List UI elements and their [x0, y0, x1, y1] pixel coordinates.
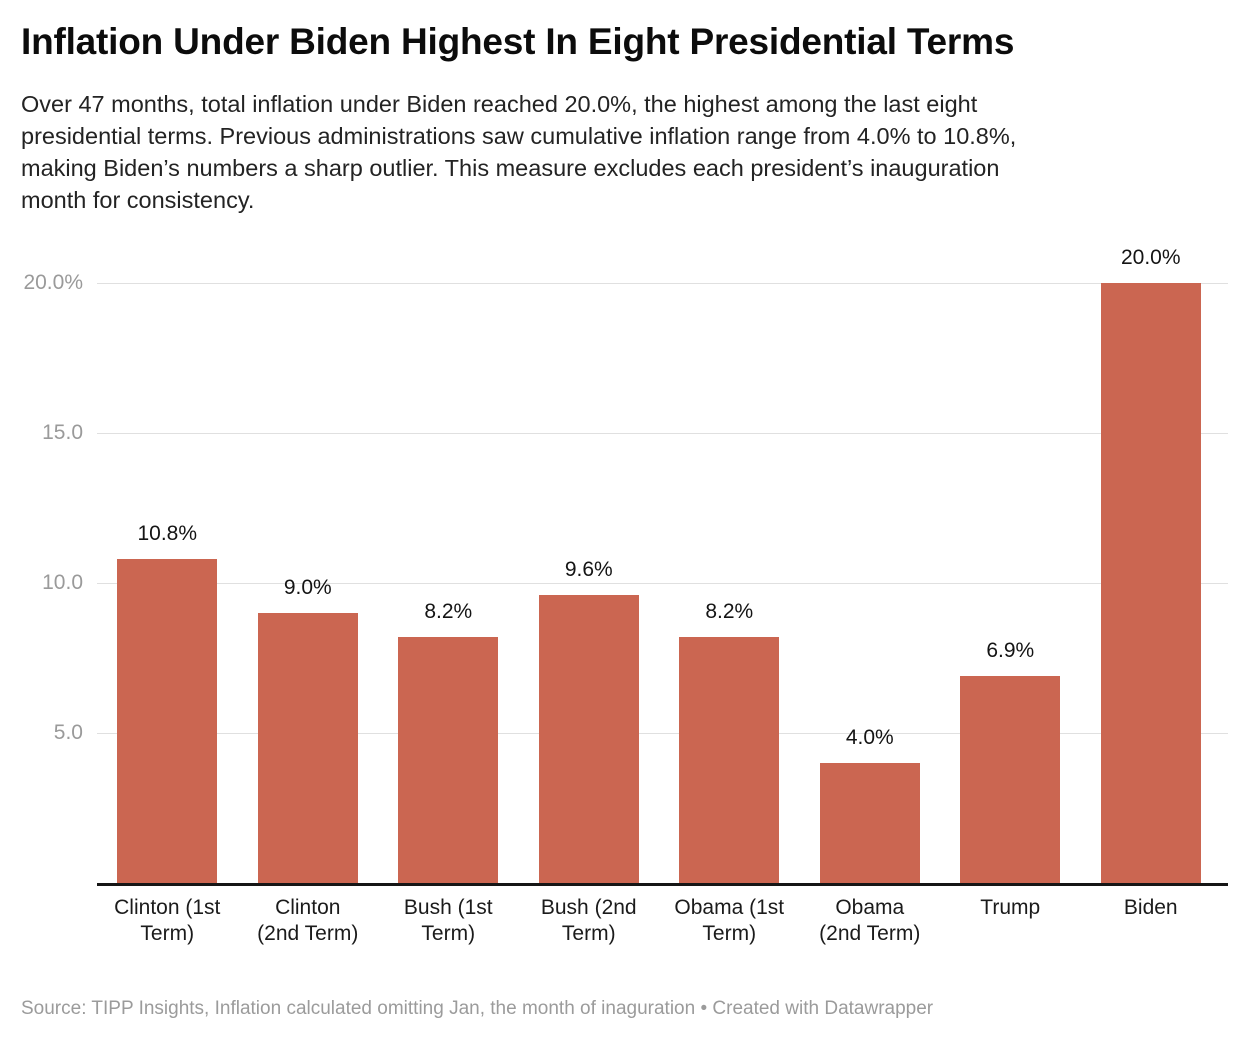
value-label: 9.0%	[283, 576, 332, 599]
value-label: 9.6%	[564, 558, 613, 581]
x-axis-label-line: (2nd Term)	[257, 922, 359, 945]
x-axis-label-line: Clinton	[275, 896, 341, 919]
x-axis-label-line: Clinton (1st	[114, 896, 221, 919]
bar: 6.9%	[960, 639, 1061, 883]
x-axis-label-line: Term)	[140, 922, 195, 945]
bar: 9.6%	[538, 558, 639, 883]
y-tick-label: 5.0	[53, 721, 83, 744]
plot-area: 10.8% 9.0% 8.2% 9.6% 8.2% 4.0% 6.9% 20.0% 5.0 10…	[23, 246, 1228, 883]
chart-description-line: presidential terms. Previous administrat…	[21, 123, 1017, 149]
x-axis-label-line: Trump	[980, 896, 1041, 919]
value-label: 10.8%	[137, 522, 198, 545]
x-axis-label: Bush (2nd Term)	[519, 895, 660, 947]
x-axis-label-line: Term)	[561, 922, 616, 945]
x-axis-label: Obama (1st Term)	[659, 895, 800, 947]
bar-slot: 8.2%	[378, 283, 519, 883]
x-axis-label: Bush (1st Term)	[378, 895, 519, 947]
gridline	[97, 433, 1228, 434]
chart-description-line: Over 47 months, total inflation under Bi…	[21, 91, 978, 117]
bar: 20.0%	[1100, 246, 1201, 883]
bar: 4.0%	[819, 726, 920, 883]
gridline	[97, 583, 1228, 584]
bar-slot: 6.9%	[940, 283, 1081, 883]
bar: 8.2%	[398, 600, 499, 883]
bars-container: 10.8% 9.0% 8.2% 9.6% 8.2% 4.0% 6.9% 20.0%	[97, 246, 1222, 883]
bar-slot: 4.0%	[800, 283, 941, 883]
gridline	[97, 283, 1228, 284]
x-axis-label-line: Obama	[835, 896, 905, 919]
bar-slot: 9.0%	[238, 283, 379, 883]
bar-slot: 20.0%	[1081, 246, 1222, 883]
value-label: 6.9%	[986, 639, 1035, 662]
bar: 8.2%	[679, 600, 780, 883]
value-label: 4.0%	[845, 726, 894, 749]
x-axis-labels: Clinton (1st Term) Clinton (2nd Term) Bush (…	[97, 895, 1221, 947]
value-label: 20.0%	[1120, 246, 1181, 269]
source-attribution: Source: TIPP Insights, Inflation calcula…	[21, 998, 934, 1019]
bar-slot: 9.6%	[519, 283, 660, 883]
x-axis-label-line: (2nd Term)	[819, 922, 921, 945]
chart-description-line: month for consistency.	[21, 187, 255, 213]
x-axis-label: Trump	[940, 895, 1081, 947]
x-axis-label-line: Biden	[1123, 896, 1178, 919]
x-axis-label: Obama (2nd Term)	[800, 895, 941, 947]
x-axis-label-line: Term)	[421, 922, 476, 945]
bar-slot: 10.8%	[97, 283, 238, 883]
x-axis-label: Clinton (2nd Term)	[238, 895, 379, 947]
chart-description-line: making Biden’s numbers a sharp outlier. …	[21, 155, 1000, 181]
chart-title: Inflation Under Biden Highest In Eight P…	[21, 21, 1015, 62]
value-label: 8.2%	[424, 600, 473, 623]
y-tick-label: 10.0	[42, 571, 83, 594]
gridline	[97, 733, 1228, 734]
x-axis-label: Clinton (1st Term)	[97, 895, 238, 947]
x-axis-label-line: Bush (1st	[403, 896, 493, 919]
bar-slot: 8.2%	[659, 283, 800, 883]
value-label: 8.2%	[705, 600, 754, 623]
x-axis-label-line: Obama (1st	[674, 896, 785, 919]
x-axis-label-line: Term)	[702, 922, 757, 945]
x-axis-line	[97, 883, 1228, 886]
y-tick-label: 20.0%	[23, 271, 83, 294]
bar: 9.0%	[257, 576, 358, 883]
x-axis-label: Biden	[1081, 895, 1222, 947]
bar: 10.8%	[117, 522, 218, 883]
chart-description: Over 47 months, total inflation under Bi…	[21, 88, 1016, 216]
y-tick-label: 15.0	[42, 421, 83, 444]
x-axis-label-line: Bush (2nd	[540, 896, 637, 919]
